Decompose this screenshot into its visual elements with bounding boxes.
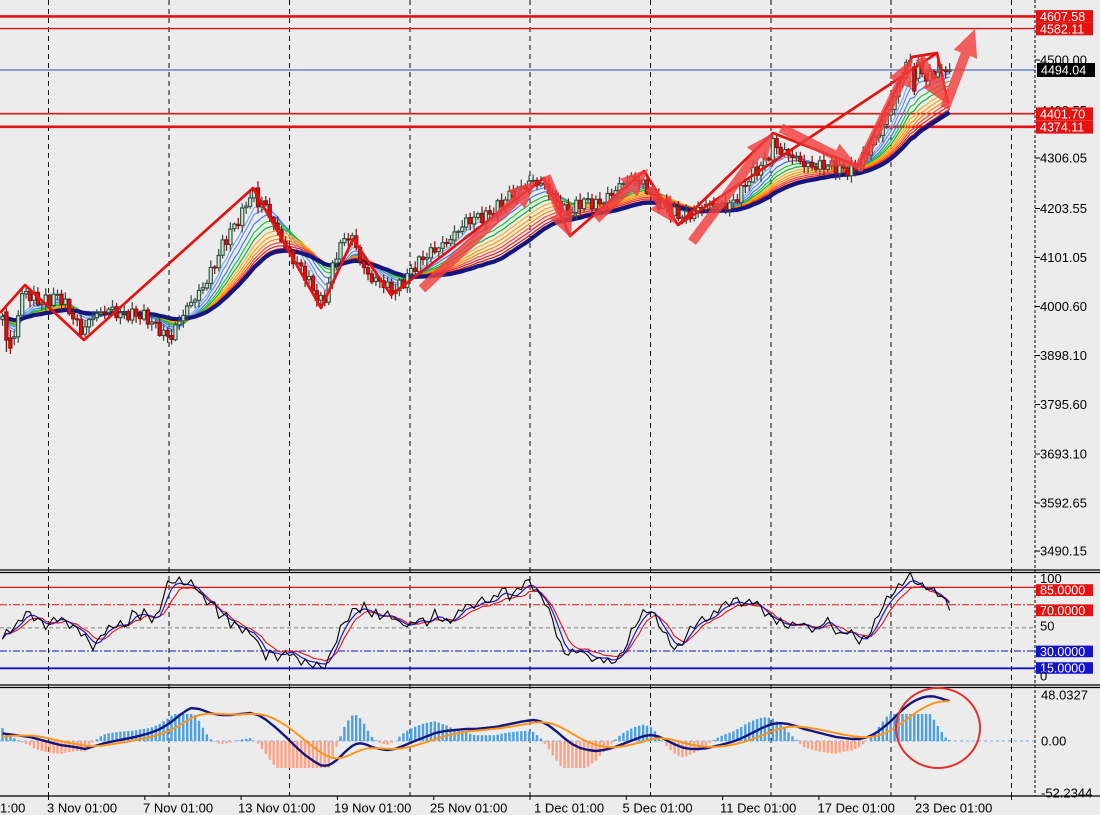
- svg-text:13 Nov 01:00: 13 Nov 01:00: [238, 801, 315, 815]
- svg-text:4374.11: 4374.11: [1040, 121, 1084, 135]
- svg-text:4203.55: 4203.55: [1040, 201, 1087, 216]
- svg-text:4101.05: 4101.05: [1040, 250, 1087, 265]
- svg-text:4401.70: 4401.70: [1040, 107, 1085, 121]
- svg-text:0: 0: [1040, 669, 1047, 684]
- svg-text:4000.60: 4000.60: [1040, 299, 1087, 314]
- svg-text:4494.04: 4494.04: [1041, 64, 1086, 78]
- svg-text:23 Dec 01:00: 23 Dec 01:00: [915, 801, 992, 815]
- svg-text:17 Dec 01:00: 17 Dec 01:00: [818, 801, 895, 815]
- svg-text:19 Nov 01:00: 19 Nov 01:00: [334, 801, 411, 815]
- svg-text:0.00: 0.00: [1041, 734, 1066, 749]
- svg-text:4306.05: 4306.05: [1040, 151, 1087, 166]
- svg-text:85.0000: 85.0000: [1040, 584, 1085, 598]
- svg-text:4582.11: 4582.11: [1040, 23, 1084, 37]
- svg-text:30.0000: 30.0000: [1040, 645, 1085, 659]
- svg-text:100: 100: [1040, 571, 1062, 586]
- svg-text:3592.65: 3592.65: [1040, 496, 1087, 511]
- svg-text:70.0000: 70.0000: [1040, 604, 1085, 618]
- svg-text:3490.15: 3490.15: [1040, 544, 1087, 559]
- svg-text:3693.10: 3693.10: [1040, 447, 1087, 462]
- svg-text:48.0327: 48.0327: [1041, 688, 1088, 703]
- svg-text:3 Nov 01:00: 3 Nov 01:00: [47, 801, 117, 815]
- svg-text:3795.60: 3795.60: [1040, 397, 1087, 412]
- svg-text:5 Dec 01:00: 5 Dec 01:00: [623, 801, 693, 815]
- svg-text:-52.2344: -52.2344: [1041, 786, 1092, 801]
- svg-text:50: 50: [1040, 619, 1054, 634]
- svg-text:1:00: 1:00: [0, 801, 25, 815]
- svg-text:7 Nov 01:00: 7 Nov 01:00: [143, 801, 213, 815]
- svg-text:15.0000: 15.0000: [1040, 662, 1085, 676]
- svg-text:3898.10: 3898.10: [1040, 348, 1087, 363]
- svg-text:4607.58: 4607.58: [1040, 10, 1085, 24]
- svg-text:1 Dec 01:00: 1 Dec 01:00: [534, 801, 604, 815]
- svg-text:11 Dec 01:00: 11 Dec 01:00: [720, 801, 796, 815]
- svg-text:25 Nov 01:00: 25 Nov 01:00: [430, 801, 507, 815]
